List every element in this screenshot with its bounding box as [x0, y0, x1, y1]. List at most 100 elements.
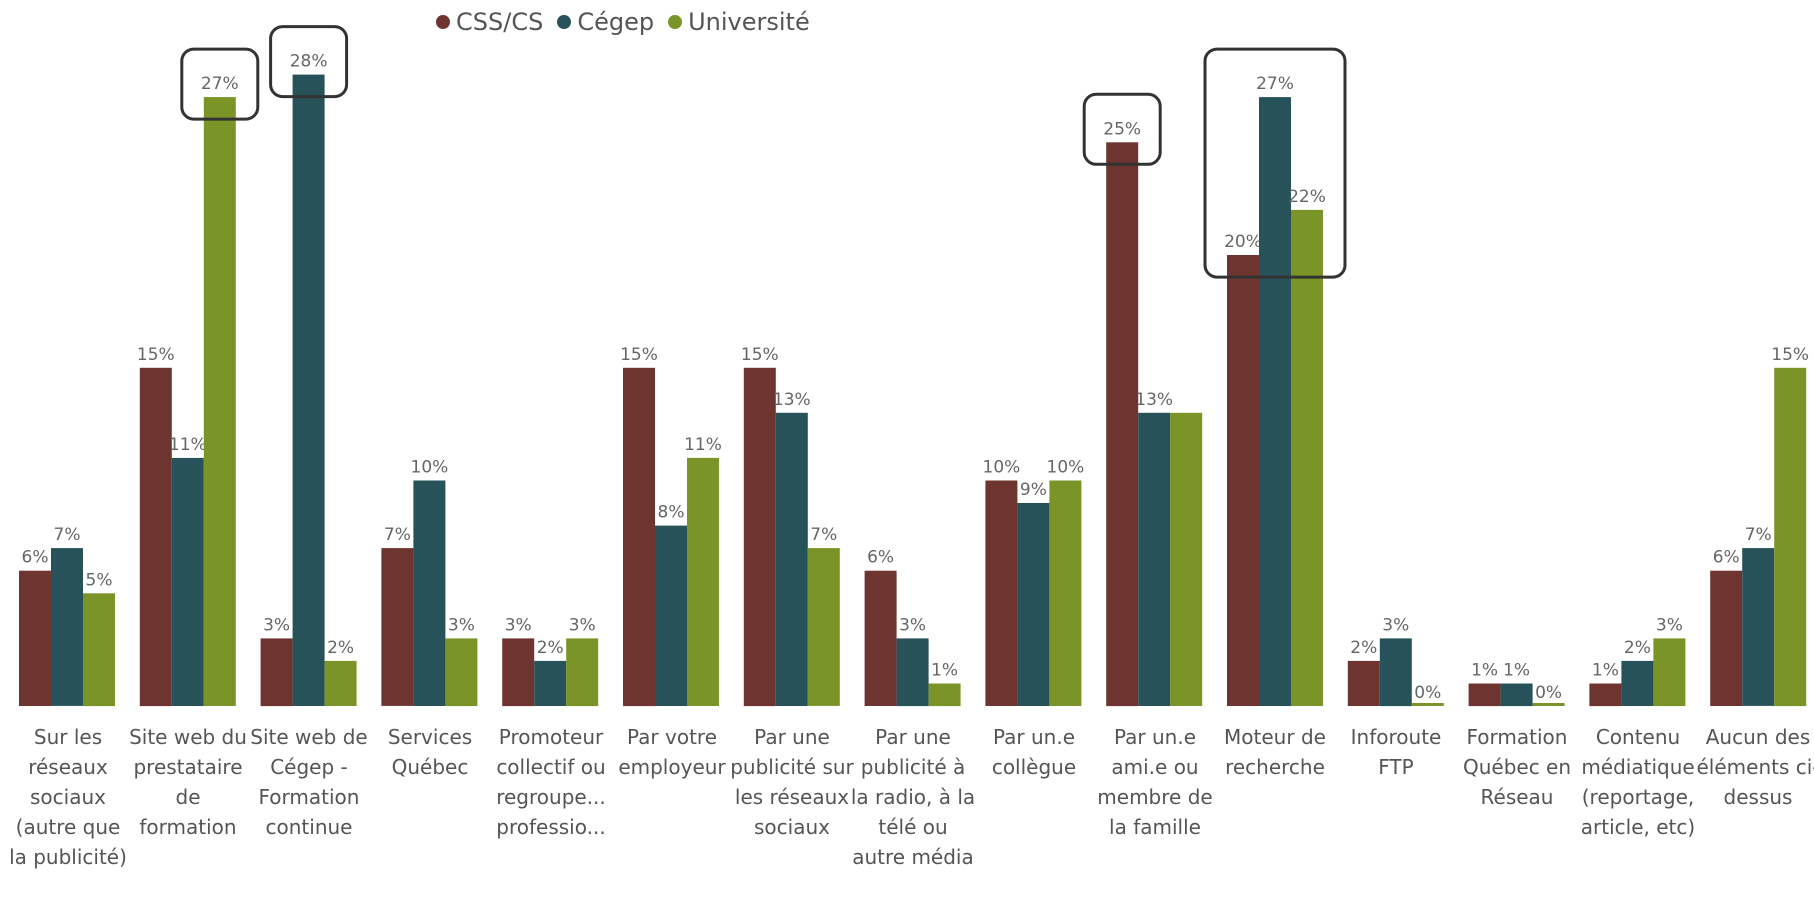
bar-cegep-4	[534, 660, 567, 706]
data-label-css-cs-5: 15%	[620, 345, 658, 365]
bar-cegep-10	[1259, 97, 1291, 707]
bar-universite-5	[687, 457, 719, 706]
legend-swatch-css-cs	[436, 15, 450, 29]
bar-css-cs-10	[1227, 255, 1259, 706]
bar-css-cs-3	[381, 548, 414, 706]
bar-css-cs-12	[1468, 683, 1501, 707]
data-label-universite-10: 22%	[1288, 187, 1326, 207]
data-label-universite-4: 3%	[569, 615, 596, 635]
data-label-css-cs-2: 3%	[263, 615, 290, 635]
data-label-cegep-6: 13%	[773, 390, 811, 410]
bar-cegep-0	[51, 548, 83, 706]
bar-css-cs-6	[743, 367, 776, 707]
x-tick-label-14: Aucun des éléments ci-dessus	[1696, 725, 1814, 809]
data-label-universite-3: 3%	[448, 615, 475, 635]
data-label-css-cs-9: 25%	[1103, 119, 1141, 139]
data-label-universite-13: 3%	[1656, 615, 1683, 635]
highlight-box-2	[1082, 92, 1162, 166]
data-label-cegep-14: 7%	[1745, 525, 1772, 545]
legend-item-cegep: Cégep	[557, 8, 654, 36]
x-tick-label-12: Formation Québec en Réseau	[1462, 725, 1572, 809]
chart-legend: CSS/CS Cégep Université	[436, 8, 810, 36]
bar-universite-0	[83, 593, 115, 707]
bar-cegep-12	[1500, 683, 1533, 707]
bar-universite-14	[1774, 367, 1807, 707]
bar-universite-7	[928, 683, 961, 707]
data-label-css-cs-6: 15%	[741, 345, 779, 365]
legend-label-css-cs: CSS/CS	[456, 8, 544, 36]
bar-universite-3	[445, 638, 478, 707]
data-label-css-cs-1: 15%	[137, 345, 175, 365]
bar-css-cs-11	[1347, 660, 1380, 706]
x-tick-label-13: Contenu médiatique (reportage, article, …	[1580, 725, 1696, 839]
x-tick-label-8: Par un.e collègue	[991, 725, 1077, 779]
data-label-cegep-4: 2%	[537, 638, 564, 658]
bar-cegep-14	[1742, 548, 1775, 706]
data-label-cegep-13: 2%	[1624, 638, 1651, 658]
data-label-css-cs-4: 3%	[505, 615, 532, 635]
data-label-css-cs-7: 6%	[867, 548, 894, 568]
data-label-cegep-8: 9%	[1020, 480, 1047, 500]
legend-swatch-universite	[668, 15, 683, 29]
bar-css-cs-5	[623, 367, 655, 707]
bar-css-cs-8	[985, 480, 1018, 706]
bar-cegep-1	[171, 457, 204, 706]
data-label-universite-0: 5%	[86, 570, 113, 590]
highlight-box-3	[1203, 47, 1347, 279]
bar-universite-8	[1049, 480, 1082, 706]
data-label-cegep-5: 8%	[658, 503, 685, 523]
x-tick-label-6: Par une publicité sur les réseaux sociau…	[730, 725, 854, 839]
data-label-cegep-3: 10%	[411, 458, 449, 478]
data-label-cegep-2: 28%	[290, 52, 328, 72]
data-label-css-cs-8: 10%	[983, 458, 1021, 478]
data-label-css-cs-12: 1%	[1471, 661, 1498, 681]
legend-label-cegep: Cégep	[577, 8, 655, 36]
bar-cegep-5	[655, 525, 687, 706]
data-label-cegep-7: 3%	[899, 615, 926, 635]
bar-css-cs-13	[1589, 683, 1622, 707]
x-tick-label-7: Par une publicité à la radio, à la télé …	[850, 725, 976, 869]
bar-cegep-6	[775, 412, 808, 706]
data-label-cegep-10: 27%	[1256, 74, 1294, 94]
data-label-cegep-11: 3%	[1382, 615, 1409, 635]
legend-item-universite: Université	[668, 8, 810, 36]
data-label-universite-7: 1%	[931, 661, 958, 681]
data-label-universite-6: 7%	[810, 525, 837, 545]
data-label-cegep-0: 7%	[54, 525, 81, 545]
x-tick-label-1: Site web du prestataire de formation	[129, 725, 247, 839]
bar-universite-13	[1653, 638, 1686, 707]
bar-css-cs-4	[502, 638, 535, 707]
x-tick-label-2: Site web de Cégep - Formation continue	[250, 725, 368, 839]
bar-cegep-11	[1379, 638, 1412, 707]
highlight-box-0	[180, 47, 260, 121]
x-tick-label-4: Promoteur collectif ou regroupe... profe…	[496, 725, 606, 839]
bar-universite-4	[566, 638, 599, 707]
data-label-universite-8: 10%	[1047, 458, 1085, 478]
bar-universite-9	[1170, 412, 1203, 706]
legend-label-universite: Université	[688, 8, 810, 36]
x-tick-label-5: Par votre employeur	[618, 725, 726, 779]
data-label-universite-11: 0%	[1414, 683, 1441, 703]
bar-css-cs-14	[1710, 570, 1743, 706]
data-label-cegep-1: 11%	[169, 435, 207, 455]
highlight-box-1	[269, 25, 349, 99]
data-label-css-cs-10: 20%	[1224, 232, 1262, 252]
x-tick-label-9: Par un.e ami.e ou membre de la famille	[1097, 725, 1213, 839]
data-label-css-cs-3: 7%	[384, 525, 411, 545]
bar-css-cs-0	[19, 570, 51, 706]
bar-universite-2	[324, 660, 357, 706]
data-label-universite-12: 0%	[1535, 683, 1562, 703]
data-label-universite-1: 27%	[201, 74, 239, 94]
x-tick-label-3: Services Québec	[387, 725, 473, 779]
bar-universite-6	[807, 548, 840, 706]
bar-css-cs-9	[1106, 142, 1139, 707]
data-label-universite-5: 11%	[684, 435, 722, 455]
bar-css-cs-2	[260, 638, 293, 707]
bar-css-cs-7	[864, 570, 897, 706]
x-tick-label-10: Moteur de recherche	[1224, 725, 1326, 779]
bar-cegep-2	[292, 74, 325, 707]
bar-universite-11	[1411, 703, 1444, 706]
legend-item-css-cs: CSS/CS	[436, 8, 543, 36]
data-label-cegep-12: 1%	[1503, 661, 1530, 681]
